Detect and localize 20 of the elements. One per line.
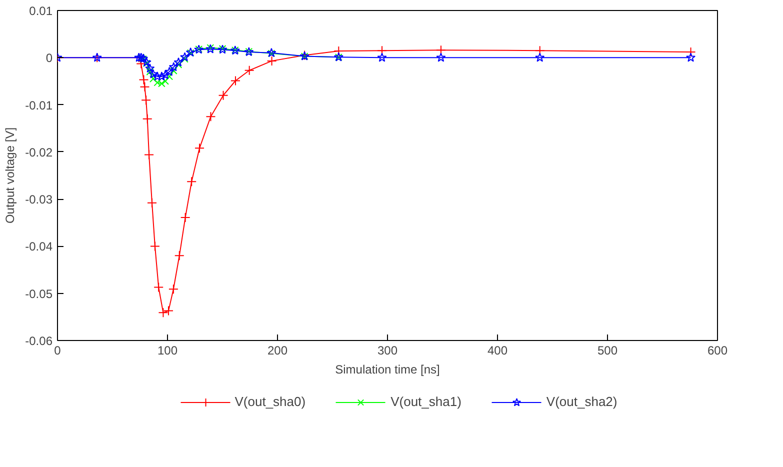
y-tick-label: -0.05 [25, 286, 53, 301]
x-tick-label: 0 [54, 344, 62, 358]
y-tick-label: -0.02 [25, 145, 53, 160]
y-tick-label: 0.01 [29, 4, 53, 18]
x-tick-label: 600 [707, 344, 728, 358]
x-tick-label: 300 [377, 344, 398, 358]
legend-label: V(out_sha0) [234, 394, 306, 409]
y-tick-label: -0.04 [25, 240, 53, 254]
x-axis-title: Simulation time [ns] [335, 362, 440, 376]
x-tick-label: 200 [267, 344, 288, 358]
legend-label: V(out_sha2) [546, 394, 618, 409]
y-tick-label: -0.03 [25, 192, 53, 207]
x-tick-label: 100 [157, 344, 178, 358]
y-tick-label: -0.06 [25, 334, 53, 348]
x-tick-label: 500 [597, 344, 618, 358]
y-tick-label: 0 [46, 51, 53, 66]
y-tick-label: -0.01 [25, 98, 53, 112]
legend-label: V(out_sha1) [390, 394, 462, 409]
x-tick-label: 400 [487, 344, 508, 358]
y-axis-title: Output voltage [V] [3, 127, 18, 224]
